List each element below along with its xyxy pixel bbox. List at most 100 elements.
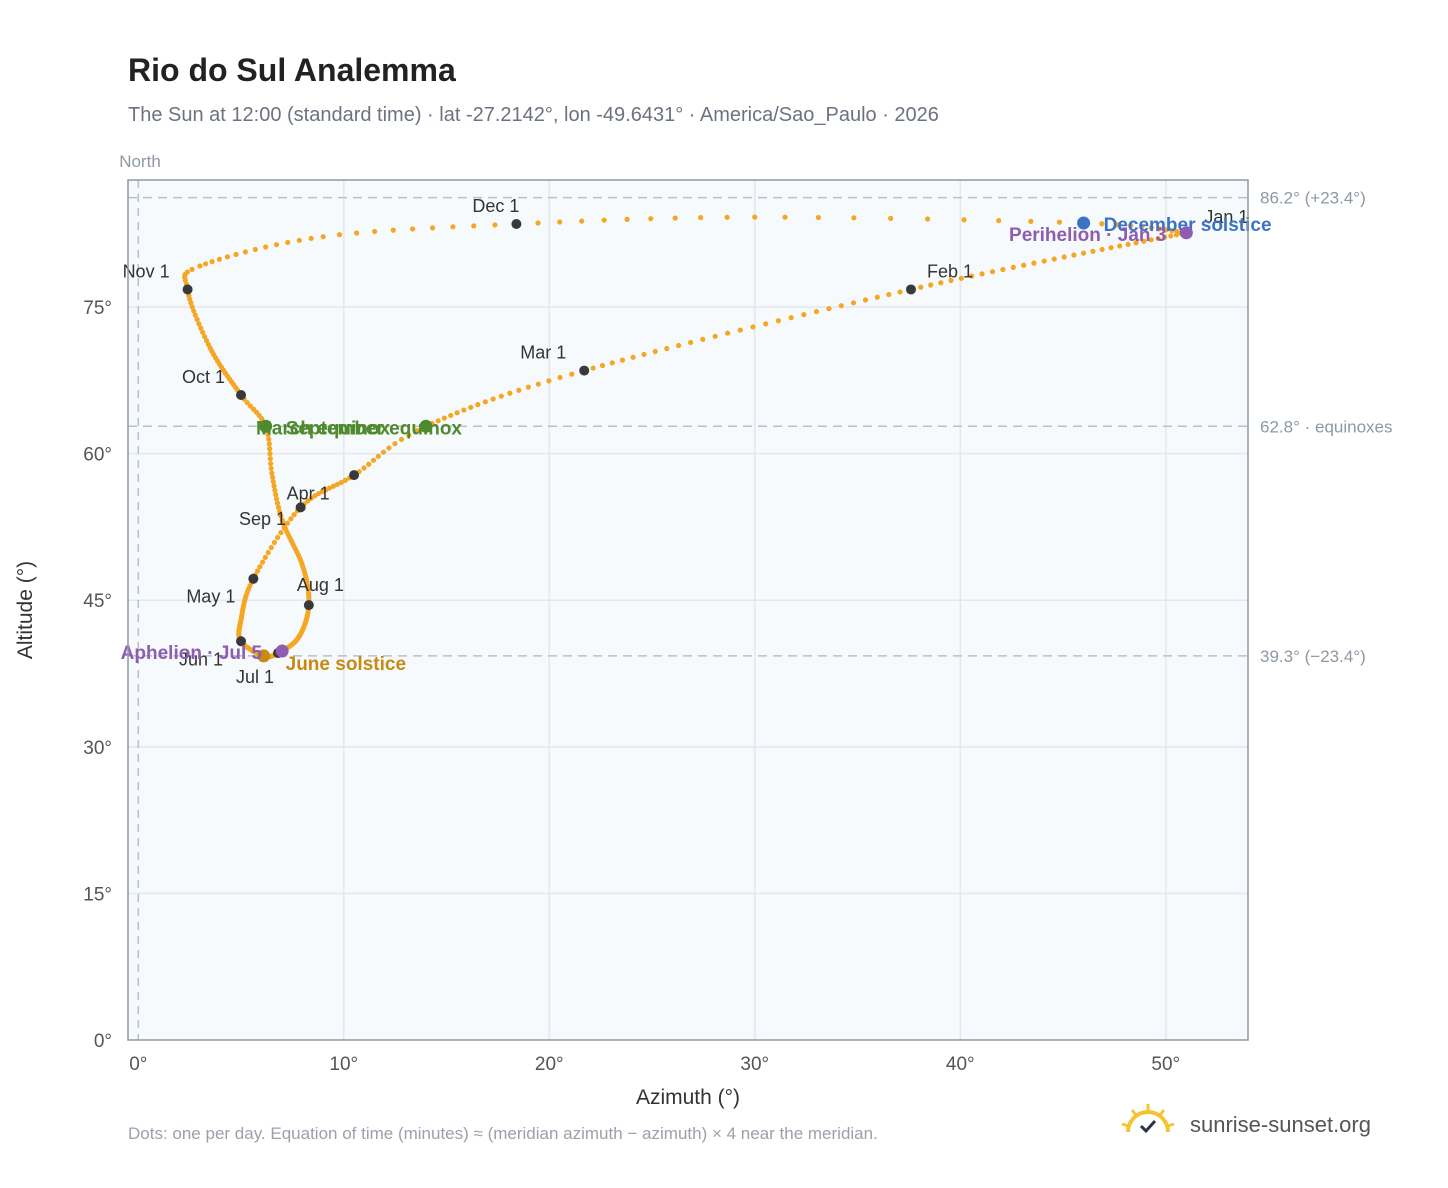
daily-sun-dot xyxy=(273,242,280,248)
month-marker-label: Mar 1 xyxy=(520,343,566,363)
daily-sun-dot xyxy=(201,333,208,340)
reference-line-label: 39.3° (−23.4°) xyxy=(1260,647,1366,666)
daily-sun-dot xyxy=(184,269,190,275)
daily-sun-dot xyxy=(672,215,678,221)
daily-sun-dot xyxy=(763,321,769,327)
month-marker-label: Feb 1 xyxy=(927,261,973,281)
daily-sun-dot xyxy=(233,251,239,257)
daily-sun-dot xyxy=(338,479,344,486)
daily-sun-dot xyxy=(273,496,280,502)
daily-sun-dot xyxy=(737,327,743,333)
daily-sun-dot xyxy=(276,509,283,515)
daily-sun-dot xyxy=(192,312,198,318)
daily-sun-dot xyxy=(266,436,272,442)
daily-sun-dot xyxy=(272,487,278,493)
daily-sun-dot xyxy=(257,564,263,570)
daily-sun-dot xyxy=(265,549,271,556)
daily-sun-dot xyxy=(224,254,230,260)
daily-sun-dot xyxy=(888,215,894,221)
daily-sun-dot xyxy=(450,224,456,230)
daily-sun-dot xyxy=(278,530,284,536)
daily-sun-dot xyxy=(370,457,377,463)
daily-sun-dot xyxy=(267,446,273,452)
daily-sun-dot xyxy=(254,568,261,574)
daily-sun-dot xyxy=(274,500,281,506)
y-tick-label: 75° xyxy=(83,298,112,319)
daily-sun-dot xyxy=(189,304,195,310)
daily-sun-dot xyxy=(601,217,607,223)
daily-sun-dot xyxy=(414,428,420,434)
daily-sun-dot xyxy=(557,374,563,381)
daily-sun-dot xyxy=(482,399,488,405)
daily-sun-dot xyxy=(897,289,903,295)
daily-sun-dot xyxy=(1125,241,1131,247)
daily-sun-dot xyxy=(270,479,276,485)
daily-sun-dot xyxy=(468,404,474,410)
daily-sun-dot xyxy=(619,357,626,363)
x-tick-label: 10° xyxy=(329,1054,358,1075)
daily-sun-dot xyxy=(630,354,636,360)
daily-sun-dot xyxy=(801,312,807,318)
month-marker-label: Oct 1 xyxy=(182,367,225,387)
daily-sun-dot xyxy=(1148,225,1154,231)
daily-sun-dot xyxy=(579,218,585,224)
daily-sun-dot xyxy=(266,441,272,447)
daily-sun-dot xyxy=(189,266,195,272)
daily-sun-dot xyxy=(1090,248,1096,254)
month-marker-dot xyxy=(349,470,360,481)
daily-sun-dot xyxy=(687,339,694,346)
daily-sun-dot xyxy=(191,308,197,314)
daily-sun-dot xyxy=(398,436,405,442)
plot-area xyxy=(128,180,1248,1040)
daily-sun-dot xyxy=(247,403,253,409)
event-marker-dot xyxy=(1179,226,1193,240)
daily-sun-dot xyxy=(1141,238,1147,244)
daily-sun-dot xyxy=(675,342,682,349)
month-marker-label: Apr 1 xyxy=(287,483,330,503)
daily-sun-dot xyxy=(242,249,249,255)
daily-sun-dot xyxy=(271,483,277,489)
daily-sun-dot xyxy=(471,223,477,229)
daily-sun-dot xyxy=(1169,228,1175,234)
event-label: June solstice xyxy=(286,654,406,675)
footnote: Dots: one per day. Equation of time (min… xyxy=(128,1124,878,1143)
daily-sun-dot xyxy=(989,269,996,275)
daily-sun-dot xyxy=(475,402,481,408)
daily-sun-dot xyxy=(1117,243,1123,249)
daily-sun-dot xyxy=(275,504,282,510)
daily-sun-dot xyxy=(392,441,398,447)
daily-sun-dot xyxy=(273,491,279,498)
reference-line-label: 62.8° · equinoxes xyxy=(1260,417,1393,436)
daily-sun-dot xyxy=(1021,262,1027,268)
daily-sun-dot xyxy=(259,559,266,565)
daily-sun-dot xyxy=(1168,233,1174,239)
daily-sun-dot xyxy=(498,393,504,399)
month-marker-dot xyxy=(236,390,247,400)
daily-sun-dot xyxy=(1099,221,1105,227)
daily-sun-dot xyxy=(461,407,467,413)
event-label: Aphelion · Jul 5 xyxy=(121,643,263,664)
brand[interactable]: sunrise-sunset.org xyxy=(1120,1102,1400,1146)
daily-sun-dot xyxy=(535,381,541,387)
month-marker-label: Jul 1 xyxy=(236,667,274,687)
reference-line-label: 86.2° (+23.4°) xyxy=(1260,189,1366,208)
month-marker-label: May 1 xyxy=(186,587,235,607)
daily-sun-dot xyxy=(624,216,630,222)
daily-sun-dot xyxy=(874,294,880,300)
month-marker-label: Dec 1 xyxy=(472,196,519,216)
daily-sun-dot xyxy=(267,456,273,462)
month-marker-label: Sep 1 xyxy=(239,509,286,529)
y-tick-label: 60° xyxy=(83,445,112,466)
daily-sun-dot xyxy=(268,465,274,472)
month-marker-dot xyxy=(579,365,590,376)
daily-sun-dot xyxy=(209,259,215,265)
reference-lines: 86.2° (+23.4°) 62.8° · equinoxes 39.3° (−2… xyxy=(128,180,1393,1040)
daily-sun-dot xyxy=(244,400,250,406)
daily-sun-dot xyxy=(557,219,563,225)
chart-subtitle: The Sun at 12:00 (standard time) · lat -… xyxy=(128,104,939,126)
month-marker-dot xyxy=(295,502,306,513)
daily-sun-dot xyxy=(507,390,513,396)
daily-sun-dot xyxy=(1080,250,1087,256)
